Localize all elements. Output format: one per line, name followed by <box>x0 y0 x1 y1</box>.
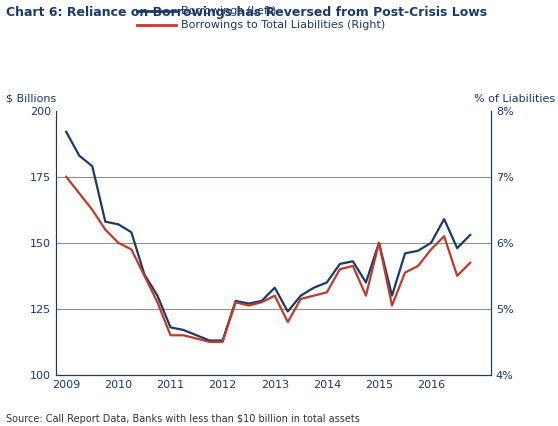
Borrowings (Left) <box>402 251 408 256</box>
Borrowings to Total Liabilities (Right) <box>167 333 174 338</box>
Borrowings to Total Liabilities (Right) <box>297 296 304 302</box>
Borrowings (Left) <box>467 232 474 237</box>
Borrowings to Total Liabilities (Right) <box>76 191 83 196</box>
Borrowings to Total Liabilities (Right) <box>454 273 460 279</box>
Borrowings (Left) <box>454 245 460 250</box>
Borrowings (Left) <box>271 285 278 290</box>
Borrowings (Left) <box>415 248 421 253</box>
Borrowings to Total Liabilities (Right) <box>336 267 343 272</box>
Text: Borrowings to Total Liabilities (Right): Borrowings to Total Liabilities (Right) <box>181 20 386 30</box>
Borrowings to Total Liabilities (Right) <box>415 263 421 268</box>
Line: Borrowings to Total Liabilities (Right): Borrowings to Total Liabilities (Right) <box>66 177 470 342</box>
Borrowings to Total Liabilities (Right) <box>363 293 369 298</box>
Text: Chart 6: Reliance on Borrowings has Reversed from Post-Crisis Lows: Chart 6: Reliance on Borrowings has Reve… <box>6 6 487 20</box>
Borrowings (Left) <box>324 280 330 285</box>
Borrowings (Left) <box>219 338 226 343</box>
Borrowings (Left) <box>349 259 356 264</box>
Borrowings to Total Liabilities (Right) <box>258 300 265 305</box>
Borrowings to Total Liabilities (Right) <box>349 263 356 268</box>
Borrowings to Total Liabilities (Right) <box>63 174 70 179</box>
Borrowings to Total Liabilities (Right) <box>128 247 134 252</box>
Borrowings to Total Liabilities (Right) <box>467 260 474 265</box>
Borrowings to Total Liabilities (Right) <box>141 273 148 279</box>
Borrowings (Left) <box>232 298 239 303</box>
Borrowings (Left) <box>363 280 369 285</box>
Borrowings to Total Liabilities (Right) <box>115 240 122 245</box>
Borrowings to Total Liabilities (Right) <box>271 293 278 298</box>
Borrowings (Left) <box>389 293 396 298</box>
Borrowings to Total Liabilities (Right) <box>324 290 330 295</box>
Borrowings (Left) <box>297 293 304 298</box>
Borrowings to Total Liabilities (Right) <box>376 240 382 245</box>
Borrowings to Total Liabilities (Right) <box>102 227 109 232</box>
Text: Borrowings (Left): Borrowings (Left) <box>181 6 277 16</box>
Borrowings (Left) <box>310 285 317 290</box>
Borrowings to Total Liabilities (Right) <box>441 234 448 239</box>
Borrowings to Total Liabilities (Right) <box>219 339 226 344</box>
Borrowings to Total Liabilities (Right) <box>154 300 161 305</box>
Borrowings (Left) <box>376 240 382 245</box>
Borrowings to Total Liabilities (Right) <box>180 333 187 338</box>
Borrowings (Left) <box>154 293 161 298</box>
Borrowings (Left) <box>141 272 148 277</box>
Borrowings (Left) <box>258 298 265 303</box>
Borrowings (Left) <box>441 216 448 222</box>
Borrowings to Total Liabilities (Right) <box>310 293 317 298</box>
Borrowings to Total Liabilities (Right) <box>89 207 95 213</box>
Text: Source: Call Report Data, Banks with less than $10 billion in total assets: Source: Call Report Data, Banks with les… <box>6 414 359 424</box>
Borrowings (Left) <box>285 309 291 314</box>
Borrowings (Left) <box>89 164 95 169</box>
Borrowings (Left) <box>180 328 187 333</box>
Borrowings (Left) <box>167 325 174 330</box>
Borrowings to Total Liabilities (Right) <box>428 247 435 252</box>
Borrowings to Total Liabilities (Right) <box>402 270 408 275</box>
Line: Borrowings (Left): Borrowings (Left) <box>66 132 470 340</box>
Borrowings to Total Liabilities (Right) <box>206 339 213 344</box>
Borrowings (Left) <box>246 301 252 306</box>
Borrowings (Left) <box>63 130 70 135</box>
Borrowings to Total Liabilities (Right) <box>232 300 239 305</box>
Borrowings (Left) <box>206 338 213 343</box>
Borrowings (Left) <box>115 222 122 227</box>
Borrowings to Total Liabilities (Right) <box>246 303 252 308</box>
Borrowings to Total Liabilities (Right) <box>193 336 200 341</box>
Text: % of Liabilities: % of Liabilities <box>474 94 555 104</box>
Borrowings (Left) <box>428 240 435 245</box>
Borrowings (Left) <box>336 262 343 267</box>
Text: $ Billions: $ Billions <box>6 94 56 104</box>
Borrowings to Total Liabilities (Right) <box>285 320 291 325</box>
Borrowings (Left) <box>102 219 109 224</box>
Borrowings (Left) <box>193 333 200 338</box>
Borrowings (Left) <box>76 153 83 158</box>
Borrowings to Total Liabilities (Right) <box>389 303 396 308</box>
Borrowings (Left) <box>128 230 134 235</box>
